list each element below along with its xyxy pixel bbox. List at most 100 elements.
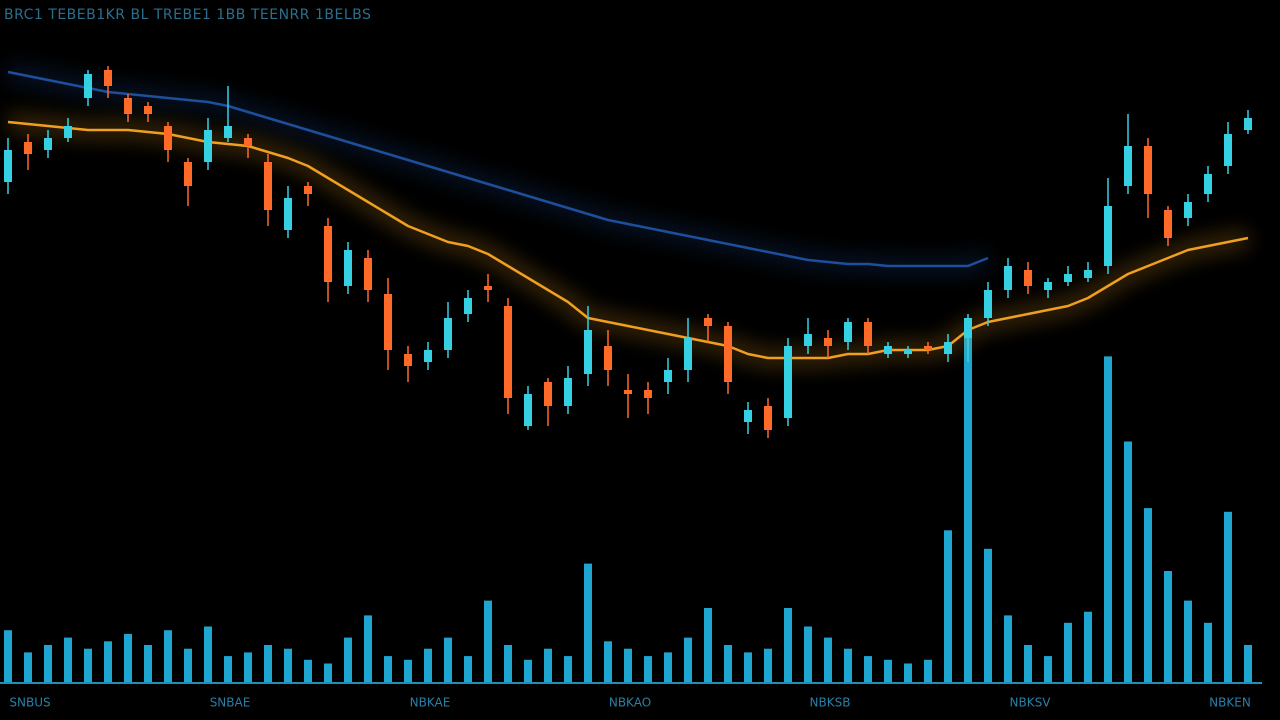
volume-bar — [1204, 622, 1212, 682]
candle-body — [84, 74, 92, 98]
candle-body — [1124, 146, 1132, 186]
volume-bar — [264, 645, 272, 682]
volume-bar — [484, 600, 492, 682]
candle-body — [464, 298, 472, 314]
candle-body — [124, 98, 132, 114]
candle-body — [1204, 174, 1212, 194]
candle-body — [604, 346, 612, 370]
volume-bar — [584, 563, 592, 682]
volume-bar — [444, 637, 452, 682]
volume-bar — [684, 637, 692, 682]
volume-bar — [724, 645, 732, 682]
candle-body — [804, 334, 812, 346]
volume-bar — [184, 648, 192, 682]
volume-bar — [844, 648, 852, 682]
volume-bar — [304, 659, 312, 682]
volume-bar — [924, 659, 932, 682]
candle-body — [584, 330, 592, 374]
volume-bar — [1224, 511, 1232, 682]
volume-bar — [1144, 508, 1152, 682]
volume-bar — [64, 637, 72, 682]
candle-body — [544, 382, 552, 406]
volume-bar — [604, 641, 612, 682]
candle-body — [944, 342, 952, 354]
volume-bar — [1244, 645, 1252, 682]
candle-body — [4, 150, 12, 182]
candle-body — [1104, 206, 1112, 266]
volume-bar — [1024, 645, 1032, 682]
candle-body — [904, 350, 912, 354]
candle-body — [984, 290, 992, 318]
candle-body — [1224, 134, 1232, 166]
candle-body — [424, 350, 432, 362]
candle-body — [384, 294, 392, 350]
x-tick-label: NBKSB — [810, 696, 851, 710]
volume-bar — [424, 648, 432, 682]
candle-body — [824, 338, 832, 346]
candle-body — [564, 378, 572, 406]
volume-bar — [904, 663, 912, 682]
candle-body — [884, 346, 892, 354]
x-tick-label: SNBUS — [9, 696, 50, 710]
candle-body — [1144, 146, 1152, 194]
candle-body — [744, 410, 752, 422]
candle-body — [144, 106, 152, 114]
candle-body — [104, 70, 112, 86]
volume-bar — [144, 645, 152, 682]
volume-bar — [104, 641, 112, 682]
candle-body — [664, 370, 672, 382]
candle-body — [1024, 270, 1032, 286]
candle-body — [624, 390, 632, 394]
volume-bar — [664, 652, 672, 682]
volume-bar — [124, 633, 132, 682]
volume-bar — [524, 659, 532, 682]
candle-body — [704, 318, 712, 326]
candle-body — [444, 318, 452, 350]
volume-bar — [44, 645, 52, 682]
volume-bar — [364, 615, 372, 682]
x-tick-label: NBKEN — [1209, 696, 1251, 710]
volume-bar — [1164, 571, 1172, 682]
volume-bar — [1084, 611, 1092, 682]
volume-bar — [504, 645, 512, 682]
candle-body — [44, 138, 52, 150]
volume-bar — [624, 648, 632, 682]
volume-bar — [704, 608, 712, 682]
volume-bar — [204, 626, 212, 682]
x-tick-label: SNBAE — [210, 696, 251, 710]
candle-body — [1164, 210, 1172, 238]
candle-body — [324, 226, 332, 282]
candle-body — [844, 322, 852, 342]
candle-body — [1004, 266, 1012, 290]
candle-body — [1044, 282, 1052, 290]
x-tick-label: NBKAE — [410, 696, 451, 710]
volume-bar — [564, 656, 572, 682]
chart-title: BRC1 TEBEB1KR BL TREBE1 1BB TEENRR 1BELB… — [4, 7, 371, 23]
candle-body — [1064, 274, 1072, 282]
candle-body — [264, 162, 272, 210]
candle-body — [224, 126, 232, 138]
volume-bar — [1104, 356, 1112, 682]
candle-body — [244, 138, 252, 146]
volume-bar — [4, 630, 12, 682]
candle-body — [864, 322, 872, 346]
candle-body — [364, 258, 372, 290]
volume-bar — [464, 656, 472, 682]
x-tick-label: NBKAO — [609, 696, 651, 710]
moving-average-line — [7, 120, 1249, 360]
candle-body — [684, 338, 692, 370]
volume-bar — [644, 656, 652, 682]
candle-body — [504, 306, 512, 398]
candle-body — [784, 346, 792, 418]
volume-bar — [984, 548, 992, 682]
candle-body — [404, 354, 412, 366]
volume-bar — [344, 637, 352, 682]
volume-bar — [964, 319, 972, 682]
volume-bar — [164, 630, 172, 682]
volume-bar — [384, 656, 392, 682]
candle-body — [184, 162, 192, 186]
candle-body — [1084, 270, 1092, 278]
candle-body — [284, 198, 292, 230]
x-tick-label: NBKSV — [1010, 696, 1052, 710]
volume-bar — [324, 663, 332, 682]
